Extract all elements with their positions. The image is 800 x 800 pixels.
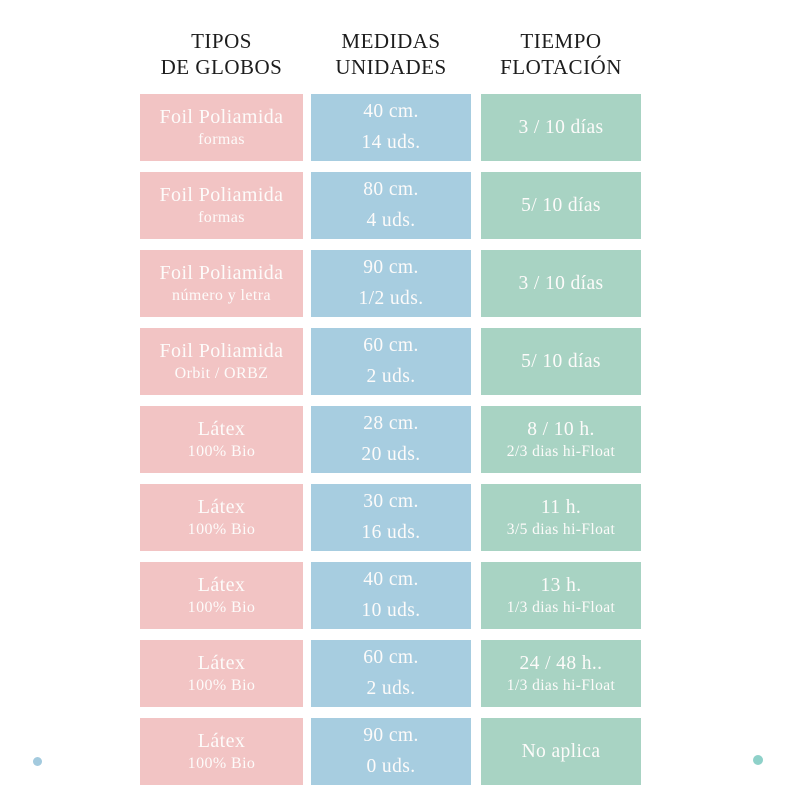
header-tiempo-flotacion: TIEMPO FLOTACIÓN: [481, 28, 641, 80]
balloon-type-subtitle: formas: [198, 209, 245, 227]
size-value: 28 cm.: [363, 413, 419, 435]
float-time-cell: 3 / 10 días: [481, 250, 641, 317]
table-row: Foil Poliamida número y letra 90 cm. 1/2…: [140, 250, 641, 317]
balloon-type-cell: Látex 100% Bio: [140, 484, 303, 551]
balloon-type-subtitle: formas: [198, 131, 245, 149]
size-units-cell: 60 cm. 2 uds.: [311, 640, 471, 707]
header-line: TIEMPO: [520, 29, 602, 53]
balloon-type-subtitle: 100% Bio: [187, 599, 256, 617]
balloon-type-name: Foil Poliamida: [159, 106, 284, 129]
table-row: Foil Poliamida formas 40 cm. 14 uds. 3 /…: [140, 94, 641, 161]
header-line: TIPOS: [191, 29, 252, 53]
units-value: 10 uds.: [361, 599, 421, 621]
balloon-type-cell: Látex 100% Bio: [140, 640, 303, 707]
header-line: UNIDADES: [335, 55, 447, 80]
table-row: Látex 100% Bio 90 cm. 0 uds. No aplica: [140, 718, 641, 785]
units-value: 14 uds.: [361, 131, 421, 153]
balloon-type-subtitle: 100% Bio: [187, 677, 256, 695]
header-line: MEDIDAS: [341, 29, 441, 53]
float-time-value: 8 / 10 h.: [527, 419, 595, 441]
units-value: 0 uds.: [366, 755, 416, 777]
float-time-cell: 3 / 10 días: [481, 94, 641, 161]
size-value: 80 cm.: [363, 179, 419, 201]
balloon-type-subtitle: 100% Bio: [187, 755, 256, 773]
size-value: 90 cm.: [363, 725, 419, 747]
table-header-row: TIPOS DE GLOBOS MEDIDAS UNIDADES TIEMPO …: [140, 28, 641, 80]
float-time-value: 13 h.: [540, 575, 582, 597]
size-value: 60 cm.: [363, 335, 419, 357]
balloon-type-cell: Foil Poliamida Orbit / ORBZ: [140, 328, 303, 395]
size-units-cell: 40 cm. 14 uds.: [311, 94, 471, 161]
size-value: 40 cm.: [363, 569, 419, 591]
balloon-type-name: Látex: [197, 496, 246, 519]
table-row: Látex 100% Bio 60 cm. 2 uds. 24 / 48 h..…: [140, 640, 641, 707]
table-body: Foil Poliamida formas 40 cm. 14 uds. 3 /…: [140, 94, 641, 785]
decorative-teal-dot: [753, 755, 763, 765]
balloon-type-subtitle: 100% Bio: [187, 443, 256, 461]
header-line: DE GLOBOS: [160, 55, 283, 80]
float-time-note: 3/5 dias hi-Float: [506, 521, 616, 539]
balloon-type-name: Látex: [197, 730, 246, 753]
units-value: 4 uds.: [366, 209, 416, 231]
units-value: 2 uds.: [366, 365, 416, 387]
units-value: 2 uds.: [366, 677, 416, 699]
balloon-type-cell: Foil Poliamida formas: [140, 172, 303, 239]
units-value: 1/2 uds.: [358, 287, 424, 309]
float-time-value: 3 / 10 días: [518, 272, 604, 294]
balloon-type-name: Foil Poliamida: [159, 340, 284, 363]
float-time-note: 1/3 dias hi-Float: [506, 677, 616, 695]
balloon-type-cell: Látex 100% Bio: [140, 562, 303, 629]
balloon-type-name: Foil Poliamida: [159, 262, 284, 285]
size-units-cell: 80 cm. 4 uds.: [311, 172, 471, 239]
balloon-type-cell: Foil Poliamida número y letra: [140, 250, 303, 317]
table-row: Látex 100% Bio 40 cm. 10 uds. 13 h. 1/3 …: [140, 562, 641, 629]
float-time-value: 11 h.: [540, 497, 582, 519]
size-units-cell: 90 cm. 0 uds.: [311, 718, 471, 785]
size-units-cell: 40 cm. 10 uds.: [311, 562, 471, 629]
balloon-type-name: Látex: [197, 418, 246, 441]
balloon-type-cell: Látex 100% Bio: [140, 406, 303, 473]
balloon-type-cell: Foil Poliamida formas: [140, 94, 303, 161]
balloon-type-subtitle: Orbit / ORBZ: [174, 365, 269, 383]
float-time-cell: No aplica: [481, 718, 641, 785]
size-value: 30 cm.: [363, 491, 419, 513]
float-time-cell: 11 h. 3/5 dias hi-Float: [481, 484, 641, 551]
size-units-cell: 60 cm. 2 uds.: [311, 328, 471, 395]
float-time-note: 1/3 dias hi-Float: [506, 599, 616, 617]
balloon-type-subtitle: número y letra: [172, 287, 271, 305]
table-row: Látex 100% Bio 30 cm. 16 uds. 11 h. 3/5 …: [140, 484, 641, 551]
float-time-cell: 5/ 10 días: [481, 328, 641, 395]
float-time-value: 5/ 10 días: [521, 350, 601, 372]
size-units-cell: 28 cm. 20 uds.: [311, 406, 471, 473]
table-row: Látex 100% Bio 28 cm. 20 uds. 8 / 10 h. …: [140, 406, 641, 473]
float-time-note: 2/3 dias hi-Float: [506, 443, 616, 461]
header-medidas-unidades: MEDIDAS UNIDADES: [311, 28, 471, 80]
header-line: FLOTACIÓN: [500, 55, 622, 80]
balloon-type-name: Foil Poliamida: [159, 184, 284, 207]
balloon-type-name: Látex: [197, 652, 246, 675]
header-tipos-de-globos: TIPOS DE GLOBOS: [140, 28, 303, 80]
balloon-type-subtitle: 100% Bio: [187, 521, 256, 539]
decorative-blue-dot: [33, 757, 42, 766]
size-units-cell: 30 cm. 16 uds.: [311, 484, 471, 551]
size-value: 90 cm.: [363, 257, 419, 279]
float-time-cell: 13 h. 1/3 dias hi-Float: [481, 562, 641, 629]
float-time-cell: 5/ 10 días: [481, 172, 641, 239]
units-value: 20 uds.: [361, 443, 421, 465]
size-value: 60 cm.: [363, 647, 419, 669]
table-row: Foil Poliamida formas 80 cm. 4 uds. 5/ 1…: [140, 172, 641, 239]
float-time-value: No aplica: [521, 740, 601, 762]
float-time-value: 24 / 48 h..: [519, 653, 603, 675]
balloon-type-name: Látex: [197, 574, 246, 597]
float-time-value: 3 / 10 días: [518, 116, 604, 138]
size-units-cell: 90 cm. 1/2 uds.: [311, 250, 471, 317]
units-value: 16 uds.: [361, 521, 421, 543]
float-time-value: 5/ 10 días: [521, 194, 601, 216]
float-time-cell: 24 / 48 h.. 1/3 dias hi-Float: [481, 640, 641, 707]
table-row: Foil Poliamida Orbit / ORBZ 60 cm. 2 uds…: [140, 328, 641, 395]
balloon-type-cell: Látex 100% Bio: [140, 718, 303, 785]
float-time-cell: 8 / 10 h. 2/3 dias hi-Float: [481, 406, 641, 473]
size-value: 40 cm.: [363, 101, 419, 123]
